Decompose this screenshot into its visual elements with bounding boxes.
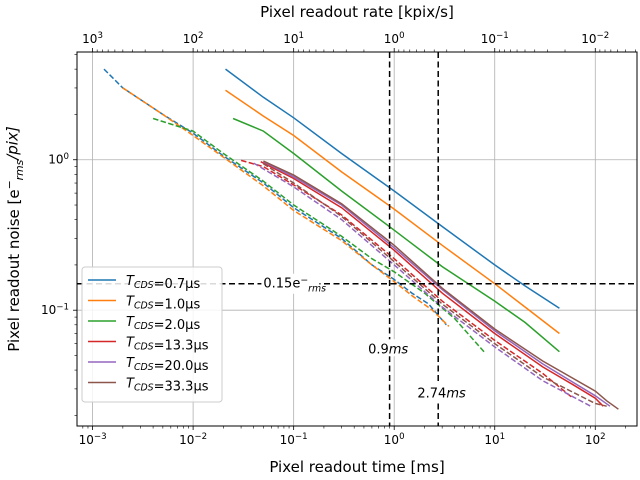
legend-label-5: TCDS=33.3µs — [126, 377, 209, 395]
x-tick-label: 100 — [384, 432, 405, 447]
grid — [77, 52, 637, 426]
hline-label: 0.15e−rms — [263, 275, 326, 294]
legend-label-0: TCDS=0.7µs — [126, 274, 200, 292]
x-tick-label: 10−1 — [280, 432, 308, 447]
legend-label-3: TCDS=13.3µs — [126, 336, 209, 354]
series-1-solid-line — [225, 89, 560, 335]
x-tick-label: 101 — [484, 432, 505, 447]
annotation-bg — [365, 339, 412, 357]
series-4-solid-line — [263, 161, 611, 407]
vline-label-0.9: 0.9ms — [368, 342, 408, 357]
x2-tick-label: 103 — [82, 31, 103, 46]
x-axis-title: Pixel readout time [ms] — [269, 458, 444, 476]
series-5-dashed-line — [262, 163, 607, 407]
y-tick-label: 100 — [48, 152, 69, 167]
series-1-dashed-line — [122, 87, 450, 327]
x2-tick-label: 10−2 — [581, 31, 609, 46]
x2-tick-label: 100 — [384, 31, 405, 46]
top-axis-title: Pixel readout rate [kpix/s] — [260, 3, 454, 21]
annotation-bg — [261, 273, 320, 294]
legend-box — [81, 266, 223, 403]
legend-label-4: TCDS=20.0µs — [126, 356, 209, 374]
x2-tick-label: 10−1 — [481, 31, 509, 46]
axes: 10−3 10−2 10−1 100 101 102 103 102 101 100 10−1 10−… — [41, 31, 636, 447]
series-0-solid-line — [225, 68, 560, 309]
series-3-solid-line — [260, 161, 604, 407]
y-tick-label: 10−1 — [41, 302, 69, 317]
series-lines — [103, 68, 619, 410]
legend-label-1: TCDS=1.0µs — [126, 295, 200, 313]
y-axis-title: Pixel readout noise [e−rms/pix] — [3, 126, 26, 352]
series-3-dashed-line — [240, 159, 574, 399]
plot-frame — [76, 51, 638, 427]
x2-tick-label: 101 — [283, 31, 304, 46]
x2-tick-label: 102 — [183, 31, 204, 46]
annotations: 0.15e−rms 0.9ms 2.74ms — [261, 273, 466, 401]
x-tick-label: 102 — [585, 432, 606, 447]
series-2-solid-line — [232, 117, 560, 353]
series-2-dashed-line — [152, 117, 486, 354]
annotation-bg — [414, 383, 461, 401]
series-4-dashed-line — [253, 162, 592, 407]
series-5-solid-line — [263, 160, 619, 410]
legend-label-2: TCDS=2.0µs — [126, 315, 200, 333]
x-tick-label: 10−3 — [79, 432, 107, 447]
x-tick-label: 10−2 — [179, 432, 207, 447]
legend: TCDS=0.7µs TCDS=1.0µs TCDS=2.0µs TCDS=13.3µ… — [81, 266, 223, 403]
reference-lines — [77, 52, 637, 426]
vline-label-2.74: 2.74ms — [417, 386, 466, 401]
